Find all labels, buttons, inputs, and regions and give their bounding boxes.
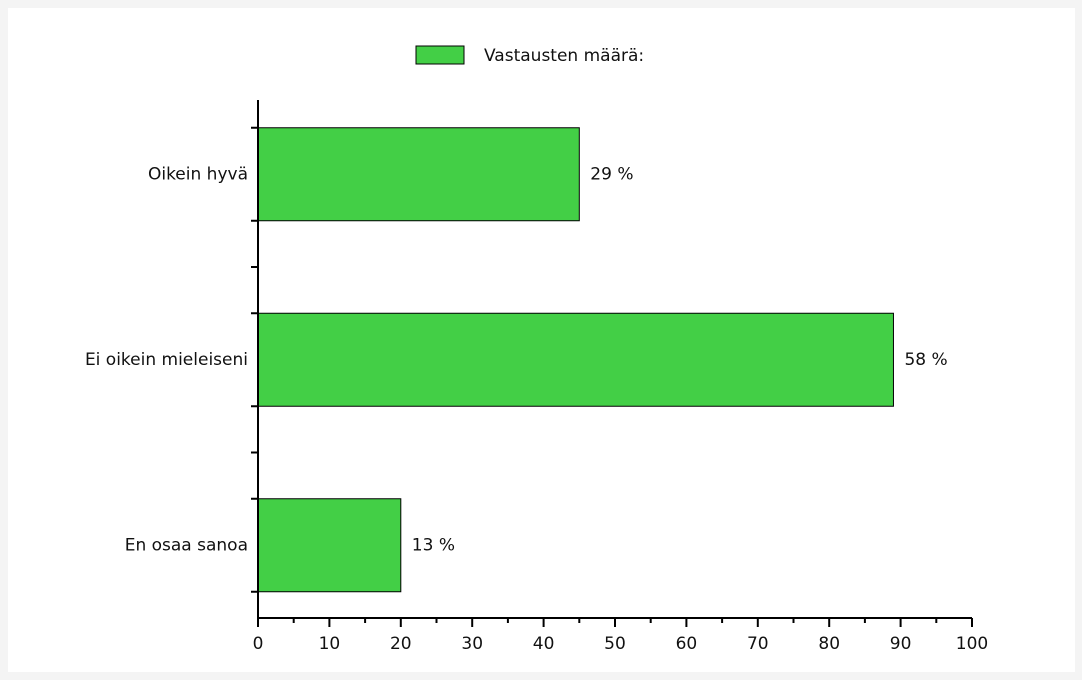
y-tick-label: Ei oikein mieleiseni	[85, 350, 248, 370]
x-tick-label: 40	[533, 634, 555, 654]
bar	[257, 312, 894, 407]
x-tick-label: 90	[890, 634, 912, 654]
x-tick-label: 0	[253, 634, 264, 654]
x-tick-label: 60	[676, 634, 698, 654]
y-tick-label: Oikein hyvä	[148, 164, 248, 184]
x-tick-label: 10	[319, 634, 341, 654]
x-tick-label: 70	[747, 634, 769, 654]
value-label: 29 %	[590, 164, 633, 184]
value-label: 58 %	[904, 350, 947, 370]
value-label: 13 %	[412, 535, 455, 555]
x-tick-label: 30	[461, 634, 483, 654]
legend-swatch	[415, 45, 465, 65]
x-tick-label: 50	[604, 634, 626, 654]
bar	[257, 127, 580, 222]
legend-label: Vastausten määrä:	[484, 46, 644, 66]
y-tick-label: En osaa sanoa	[125, 535, 248, 555]
x-tick-label: 100	[956, 634, 988, 654]
bar	[257, 498, 402, 593]
x-tick-label: 80	[818, 634, 840, 654]
x-tick-label: 20	[390, 634, 412, 654]
